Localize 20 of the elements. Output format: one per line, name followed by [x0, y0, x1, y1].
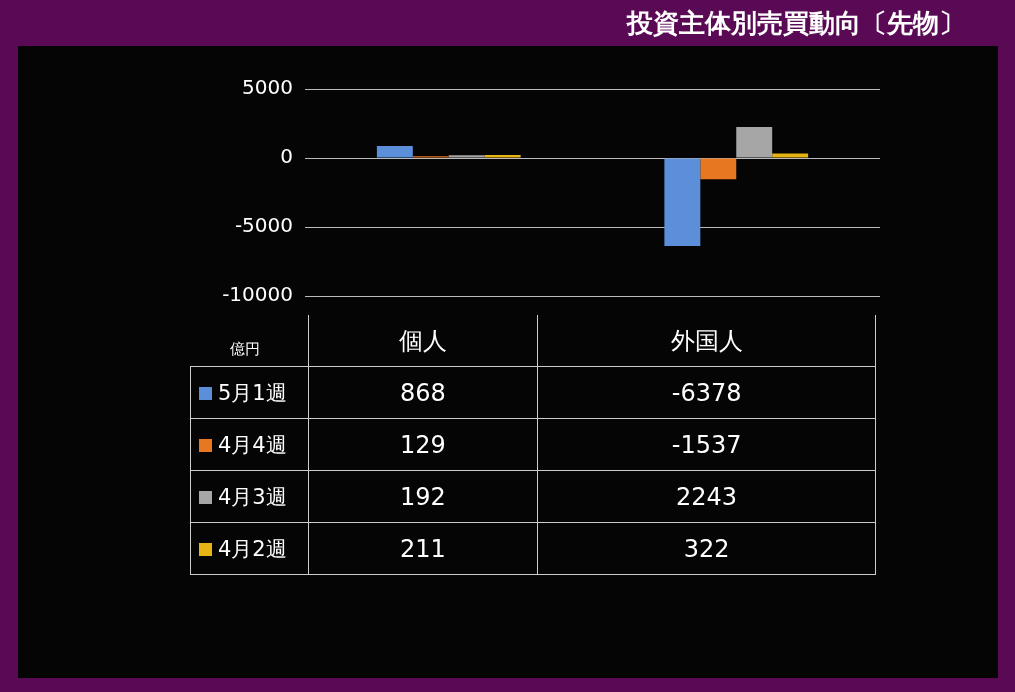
data-label: 211 [308, 522, 538, 575]
data-label: 2243 [537, 470, 876, 523]
legend-label: 5月1週 [190, 366, 308, 419]
data-label: 868 [308, 366, 538, 419]
chart-title: 投資主体別売買動向〔先物〕 [627, 7, 965, 40]
data-label: 322 [537, 522, 876, 575]
y-tick-label: 5000 [242, 75, 293, 100]
y-tick-label: 0 [280, 144, 293, 169]
x-tick-label: 外国人 [537, 315, 876, 367]
y-axis-title: 億円 [230, 340, 260, 359]
data-label: 192 [308, 470, 538, 523]
data-label: -6378 [537, 366, 876, 419]
x-tick-label: 個人 [308, 315, 538, 367]
data-label: -1537 [537, 418, 876, 471]
legend-label: 4月3週 [190, 470, 308, 523]
data-label: 129 [308, 418, 538, 471]
legend-label: 4月4週 [190, 418, 308, 471]
y-tick-label: -10000 [222, 282, 293, 307]
y-tick-label: -5000 [234, 213, 293, 238]
legend-label: 4月2週 [190, 522, 308, 575]
